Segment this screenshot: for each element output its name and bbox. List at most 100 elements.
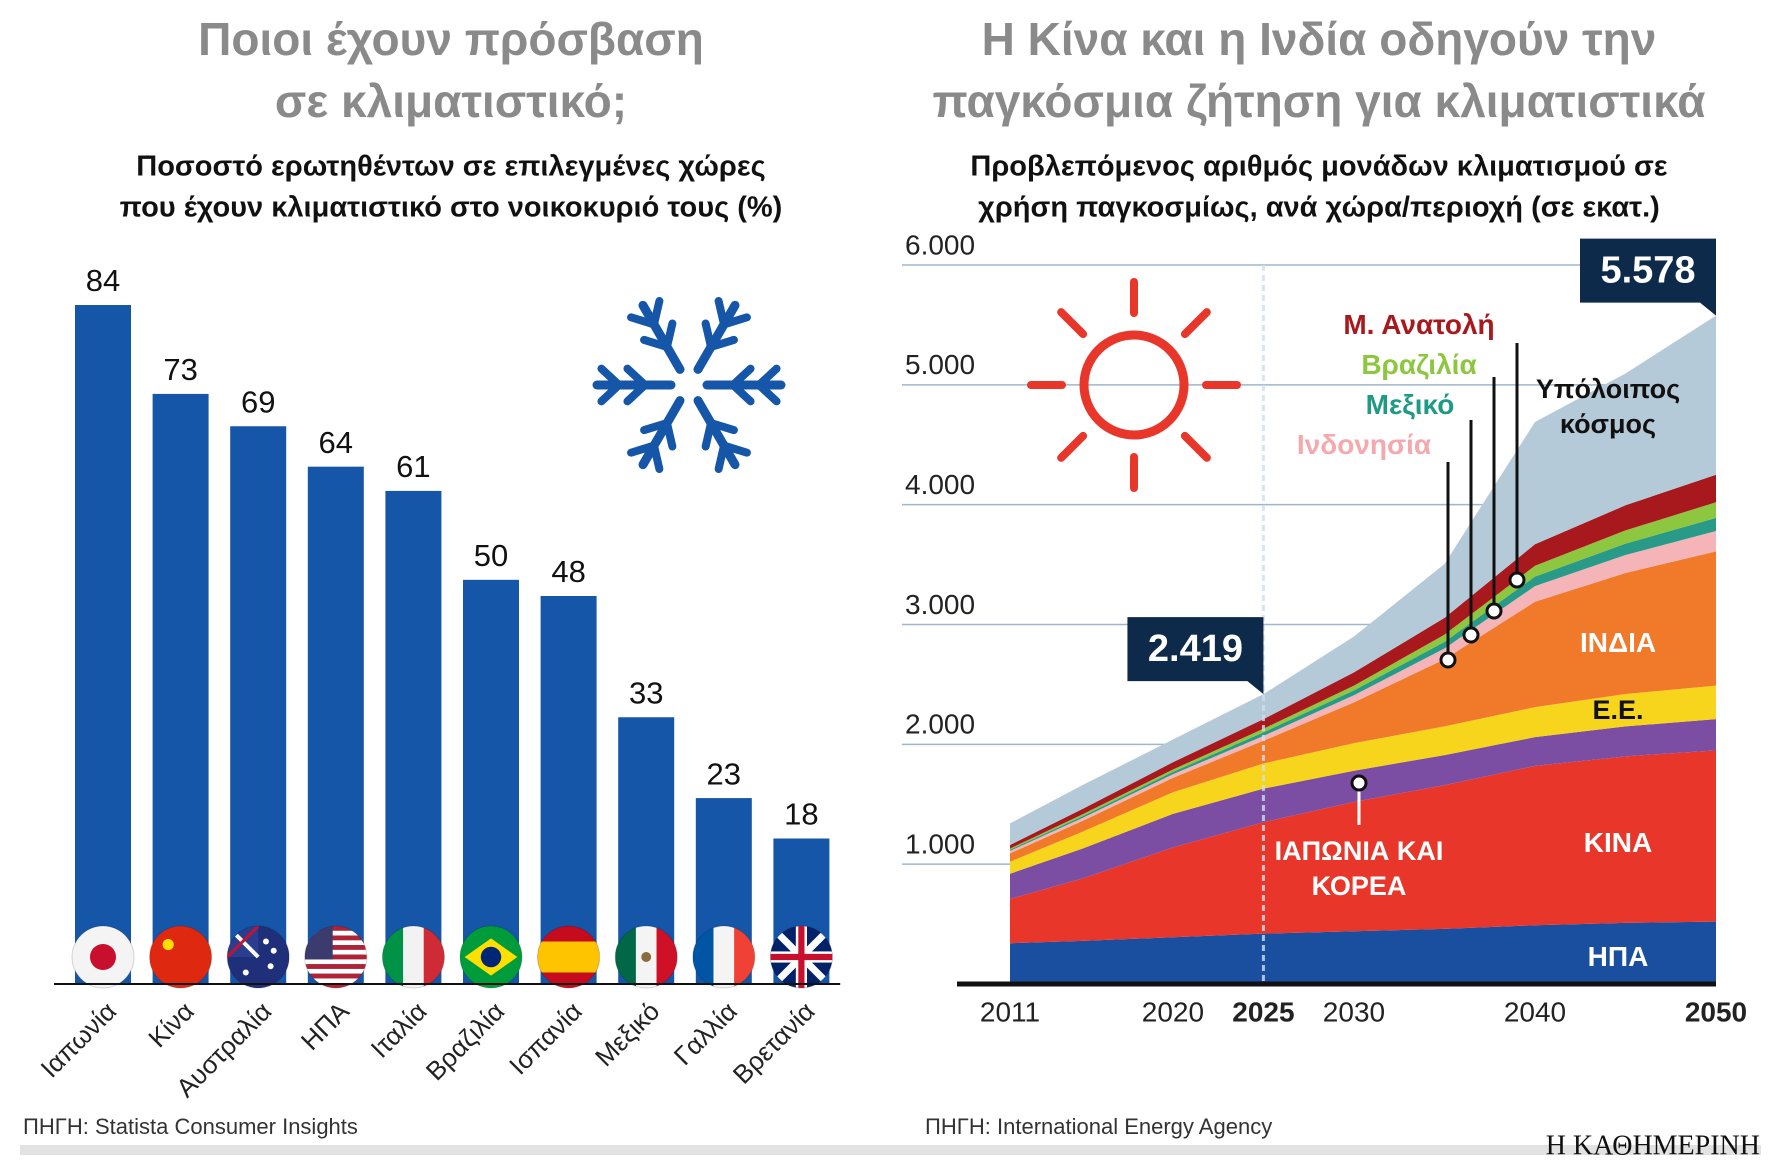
flag-shine <box>381 925 445 989</box>
value-label: 50 <box>474 538 508 573</box>
series-label: ΚΙΝΑ <box>1583 826 1653 858</box>
flag-shine <box>149 925 213 989</box>
x-tick-label: Κίνα <box>142 996 199 1053</box>
snowflake-branch <box>627 441 658 457</box>
sun-core <box>1079 330 1189 440</box>
flag-part <box>304 964 367 969</box>
sun-ray <box>1180 431 1211 462</box>
bar <box>463 579 519 984</box>
flag-part <box>304 945 367 950</box>
flag-shine <box>226 925 290 989</box>
series-label-box: ΙΑΠΩΝΙΑ ΚΑΙ ΚΟΡΕΑ <box>1275 836 1444 901</box>
bar <box>230 426 287 984</box>
area <box>1010 719 1716 899</box>
flag-shine <box>692 925 756 989</box>
area <box>1010 531 1716 854</box>
flag-part <box>242 969 249 976</box>
flag-part <box>304 926 367 931</box>
flag-part <box>537 941 600 973</box>
flag-part <box>641 952 652 962</box>
chart-subtitle: Ποσοστό ερωτηθέντων σε επιλεγμένες χώρες <box>136 151 765 183</box>
flag <box>304 926 367 988</box>
snowflake-branch <box>701 419 715 451</box>
sun-ray <box>1180 308 1211 339</box>
series-label: Βραζιλία <box>1361 348 1477 380</box>
series-label-box: Υπόλοιπος κόσμος <box>1535 373 1681 439</box>
value-label: 61 <box>396 449 430 484</box>
flag-part <box>262 938 269 945</box>
footer-bar <box>20 1145 1761 1155</box>
snowflake-arm <box>638 396 685 470</box>
x-tick-label: Μεξικό <box>589 996 665 1072</box>
value-label: 84 <box>86 263 120 298</box>
chart-title: παγκόσμια ζήτηση για κλιματιστικά <box>933 75 1706 127</box>
flag-part <box>304 983 367 988</box>
x-tick-label: Βραζιλία <box>420 996 510 1086</box>
flag-part <box>304 954 367 960</box>
x-tick-label: Ιαπωνία <box>34 996 122 1084</box>
series-label-box: ΙΝΔΙΑ <box>1580 627 1656 658</box>
x-tick-label: 2030 <box>1323 996 1385 1027</box>
sun-ray <box>1057 308 1088 339</box>
series-label-box: Βραζιλία <box>1361 348 1477 380</box>
area <box>1010 750 1716 944</box>
series-label-box: Ε.Ε. <box>1592 695 1644 726</box>
flag-part <box>162 939 174 951</box>
x-tick-label: Ιταλία <box>365 996 433 1064</box>
chart-subtitle: χρήση παγκοσμίως, ανά χώρα/περιοχή (σε ε… <box>978 192 1660 224</box>
value-label: 23 <box>707 756 741 791</box>
snowflake-arm <box>693 396 740 470</box>
flag-part <box>480 946 502 968</box>
x-tick-label: Γαλλία <box>668 996 743 1071</box>
flag-part <box>656 926 678 988</box>
area <box>1010 685 1716 874</box>
bar <box>75 305 131 984</box>
y-tick-label: 5.000 <box>905 349 975 380</box>
flag-part <box>403 926 425 988</box>
flag-shine <box>71 925 135 989</box>
snowflake-branch <box>597 364 623 389</box>
flag-part <box>423 926 445 988</box>
chart-subtitle: Προβλεπόμενος αριθμός μονάδων κλιματισμο… <box>970 151 1667 183</box>
callout-label: 5.578 <box>1600 250 1695 292</box>
x-tick-label: 2011 <box>980 996 1040 1027</box>
bar <box>385 490 442 984</box>
x-tick-label: Ισπανία <box>503 996 588 1081</box>
series-label: Μ. Ανατολή <box>1343 308 1495 340</box>
series-label-box: Μ. Ανατολή <box>1343 308 1495 340</box>
flag-part <box>304 940 367 946</box>
series-label: Υπόλοιπος κόσμος <box>1535 373 1681 439</box>
callout-box <box>1580 238 1716 316</box>
series-label: ΗΠΑ <box>1587 940 1649 972</box>
x-tick-label: 2020 <box>1142 996 1204 1027</box>
flag <box>460 926 522 988</box>
flag-part <box>304 978 367 984</box>
series-label: Ινδονησία <box>1296 428 1432 460</box>
flag-part <box>267 963 274 970</box>
snowflake-branch <box>640 419 671 435</box>
x-tick-label: 2025 <box>1232 996 1294 1027</box>
leader-dot <box>1350 774 1368 792</box>
value-label: 18 <box>784 797 818 832</box>
series-label-box: ΗΠΑ <box>1587 940 1649 972</box>
area <box>1010 502 1716 850</box>
x-tick-label: 2040 <box>1504 996 1566 1027</box>
flag-part <box>304 935 367 941</box>
flag <box>149 926 212 988</box>
y-tick-label: 2.000 <box>905 709 975 740</box>
flag <box>72 926 134 988</box>
brand: Η ΚΑΘΗΜΕΡΙΝΗ <box>1546 1130 1760 1161</box>
flag <box>770 926 833 988</box>
area <box>1010 551 1716 862</box>
series-label: Ε.Ε. <box>1592 695 1644 726</box>
series-label-box: Μεξικό <box>1365 388 1455 420</box>
leader-dot <box>1508 571 1526 589</box>
series-label: Μεξικό <box>1365 388 1455 420</box>
area <box>1010 474 1716 849</box>
flag-part <box>713 926 735 988</box>
value-label: 73 <box>163 352 197 387</box>
value-label: 64 <box>319 425 353 460</box>
flag-part <box>798 926 805 988</box>
